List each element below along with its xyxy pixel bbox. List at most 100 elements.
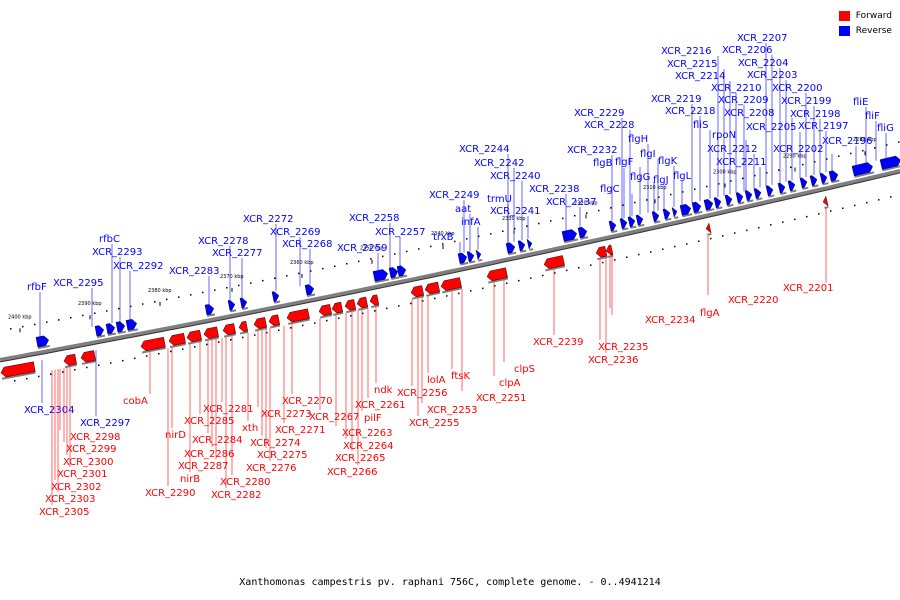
guide-dot <box>238 284 240 287</box>
reverse-gene <box>35 335 50 350</box>
reverse-gene <box>94 325 106 339</box>
gene-arrow <box>186 329 202 343</box>
legend-label-reverse: Reverse <box>855 25 892 36</box>
guide-dot <box>538 222 540 225</box>
reverse-gene <box>304 284 316 298</box>
forward-gene <box>705 222 712 236</box>
forward-gene-label: XCR_2266 <box>327 467 378 478</box>
gene-labels: rfbF XCR_2295 rfbC XCR_2293 XCR_2292 XCR_2283… <box>24 33 894 518</box>
forward-swatch <box>838 10 850 21</box>
guide-dot <box>386 307 388 310</box>
forward-gene <box>268 314 281 329</box>
reverse-gene-label: XCR_2207 <box>737 33 788 44</box>
gene-arrow <box>410 285 425 298</box>
guide-dot <box>22 325 24 328</box>
reverse-gene-label: XCR_2219 <box>651 94 702 105</box>
guide-dot <box>830 210 832 212</box>
forward-gene <box>595 246 608 261</box>
gene-shadow <box>478 258 483 262</box>
guide-dot <box>838 155 840 157</box>
reverse-gene-label: fliF <box>865 111 880 122</box>
reverse-gene <box>787 180 797 193</box>
gene-arrow <box>765 185 774 197</box>
reverse-gene-label: XCR_2240 <box>490 171 541 182</box>
forward-gene-label: XCR_2275 <box>257 450 308 461</box>
guide-dot <box>662 248 664 250</box>
guide-dot <box>710 237 712 240</box>
gene-arrow <box>505 242 516 254</box>
guide-dot <box>122 359 124 362</box>
guide-dot <box>682 191 684 193</box>
forward-gene <box>486 267 509 284</box>
reverse-gene-label: XCR_2241 <box>490 206 541 217</box>
forward-gene <box>605 244 614 258</box>
forward-gene-label: XCR_2276 <box>246 463 297 474</box>
guide-dot <box>82 314 84 317</box>
forward-gene-label: xth <box>242 423 258 434</box>
gene-arrow <box>239 297 248 309</box>
tick-label: 2310 kbp <box>643 185 667 191</box>
reverse-gene <box>239 297 249 311</box>
guide-dot <box>746 229 748 232</box>
gene-shadow <box>117 330 127 335</box>
guide-dot <box>190 294 192 296</box>
forward-gene <box>222 323 237 338</box>
guide-dot <box>422 300 424 302</box>
gene-shadow <box>229 309 237 313</box>
gene-shadow <box>508 251 517 256</box>
guide-dot <box>202 291 204 294</box>
gene-arrow <box>63 353 77 366</box>
guide-dot <box>98 364 100 366</box>
guide-dot <box>562 217 564 220</box>
gene-shadow <box>607 254 614 258</box>
gene-arrow <box>595 246 608 258</box>
legend: Forward Reverse <box>838 8 892 38</box>
forward-gene <box>410 285 425 300</box>
reverse-gene <box>819 173 829 186</box>
gene-arrow <box>388 267 399 279</box>
reverse-gene-label: XCR_2258 <box>349 213 400 224</box>
guide-dot <box>842 207 844 209</box>
guide-dot <box>458 292 460 295</box>
forward-gene <box>344 299 357 314</box>
forward-gene-label: XCR_2284 <box>192 435 243 446</box>
reverse-gene-label: flgC <box>600 184 620 195</box>
reverse-gene-label: XCR_2204 <box>738 58 789 69</box>
reverse-gene-label: flgG <box>630 172 650 183</box>
gene-arrow <box>475 249 482 261</box>
guide-dot <box>314 322 316 324</box>
forward-gene-label: XCR_2270 <box>282 396 333 407</box>
reverse-gene-label: rfbF <box>27 282 47 293</box>
forward-gene-label: XCR_2305 <box>39 507 90 518</box>
guide-dot <box>398 305 400 307</box>
reverse-gene <box>505 242 517 256</box>
reverse-gene <box>753 188 763 201</box>
reverse-gene-label: XCR_2295 <box>53 278 104 289</box>
guide-dot <box>626 256 628 258</box>
guide-dot <box>262 279 264 282</box>
gene-shadow <box>1 371 36 380</box>
reverse-gene <box>735 192 745 205</box>
reverse-gene-label: XCR_2268 <box>282 239 333 250</box>
guide-dot <box>698 240 700 242</box>
reverse-gene <box>765 185 775 198</box>
legend-label-forward: Forward <box>855 10 892 21</box>
gene-arrow <box>713 197 722 208</box>
guide-dot <box>554 272 556 274</box>
forward-gene-label: flgA <box>700 308 720 319</box>
guide-dot <box>890 196 892 198</box>
guide-dot <box>586 212 588 214</box>
gene-shadow <box>141 347 166 354</box>
guide-dot <box>758 226 760 229</box>
guide-dot <box>94 312 96 314</box>
guide-dot <box>130 305 132 308</box>
tick-label: 2380 kbp <box>148 288 172 294</box>
guide-dots <box>10 141 900 382</box>
guide-dot <box>362 312 364 315</box>
gene-shadow <box>622 227 629 231</box>
reverse-gene-label: XCR_2278 <box>198 236 249 247</box>
gene-arrow <box>671 206 678 218</box>
forward-gene <box>238 320 249 335</box>
guide-dot <box>254 334 256 336</box>
